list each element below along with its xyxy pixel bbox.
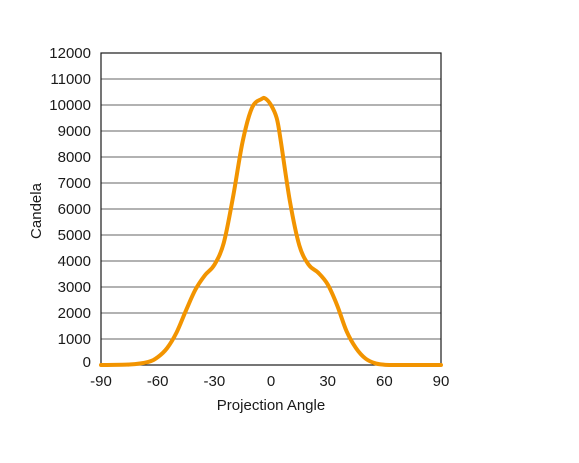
y-axis-ticks: 0 1000 2000 3000 4000 5000 6000 7000 8000 9000 100… (49, 45, 91, 371)
y-tick-label: 11000 (50, 71, 91, 88)
y-axis-title: Candela (28, 182, 45, 239)
series-line (99, 95, 443, 367)
x-axis-title: Projection Angle (217, 397, 325, 414)
x-axis-ticks: -90 -60 -30 0 30 60 90 (90, 373, 449, 390)
y-tick-label: 5000 (58, 227, 91, 244)
y-tick-label: 1000 (58, 331, 91, 348)
y-tick-label: 4000 (58, 253, 91, 270)
x-tick-label: 0 (267, 373, 275, 390)
y-tick-label: 9000 (58, 123, 91, 140)
y-tick-label: 6000 (58, 201, 91, 218)
y-tick-label: 8000 (58, 149, 91, 166)
y-tick-label: 12000 (49, 45, 91, 62)
x-tick-label: 90 (433, 373, 450, 390)
x-tick-label: 60 (376, 373, 393, 390)
y-tick-label: 0 (83, 354, 91, 371)
x-tick-label: -30 (203, 373, 225, 390)
y-tick-label: 10000 (49, 97, 91, 114)
x-tick-label: -60 (147, 373, 169, 390)
grid-lines (101, 78, 441, 340)
y-tick-label: 2000 (58, 305, 91, 322)
x-tick-label: -90 (90, 373, 112, 390)
x-tick-label: 30 (319, 373, 336, 390)
y-tick-label: 7000 (58, 175, 91, 192)
plot-frame (100, 52, 442, 366)
y-tick-label: 3000 (58, 279, 91, 296)
